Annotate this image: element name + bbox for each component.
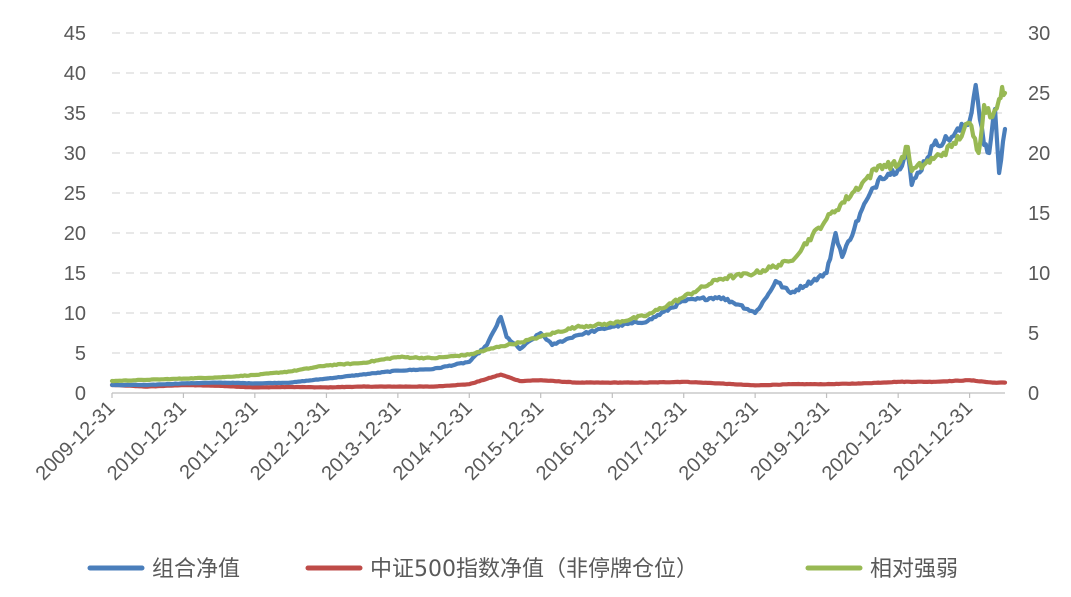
- gridlines: [112, 32, 1005, 354]
- left-axis-tick-label: 0: [75, 383, 86, 405]
- left-axis-tick-label: 35: [64, 103, 86, 125]
- right-axis-tick-label: 15: [1028, 203, 1050, 225]
- series-lines: [109, 82, 1008, 390]
- left-axis-tick-labels: 0 5 10 15 20 25 30 35 40 45: [64, 23, 86, 405]
- left-axis-tick-label: 15: [64, 263, 86, 285]
- right-axis-tick-label: 0: [1028, 383, 1039, 405]
- series-line-2: [109, 84, 1008, 384]
- left-axis-tick-label: 40: [64, 63, 86, 85]
- legend-label: 相对强弱: [870, 557, 958, 582]
- right-axis-tick-label: 10: [1028, 263, 1050, 285]
- legend-label: 中证500指数净值（非停牌仓位）: [370, 557, 698, 582]
- right-axis-tick-label: 25: [1028, 83, 1050, 105]
- series-line-1: [109, 372, 1008, 390]
- x-axis-tick-labels: 2009-12-312010-12-312011-12-312012-12-31…: [32, 393, 977, 485]
- series-line-0: [109, 82, 1008, 388]
- left-axis-tick-label: 30: [64, 143, 86, 165]
- right-axis-tick-label: 20: [1028, 143, 1050, 165]
- right-axis-tick-labels: 0 5 10 15 20 25 30: [1028, 23, 1050, 405]
- legend-label: 组合净值: [152, 557, 240, 582]
- legend: 组合净值 中证500指数净值（非停牌仓位） 相对强弱: [87, 557, 958, 582]
- left-axis-tick-label: 25: [64, 183, 86, 205]
- right-axis-tick-label: 30: [1028, 23, 1050, 45]
- right-axis-tick-label: 5: [1028, 323, 1039, 345]
- left-axis-tick-label: 20: [64, 223, 86, 245]
- left-axis-tick-label: 10: [64, 303, 86, 325]
- left-axis-tick-label: 45: [64, 23, 86, 45]
- left-axis-tick-label: 5: [75, 343, 86, 365]
